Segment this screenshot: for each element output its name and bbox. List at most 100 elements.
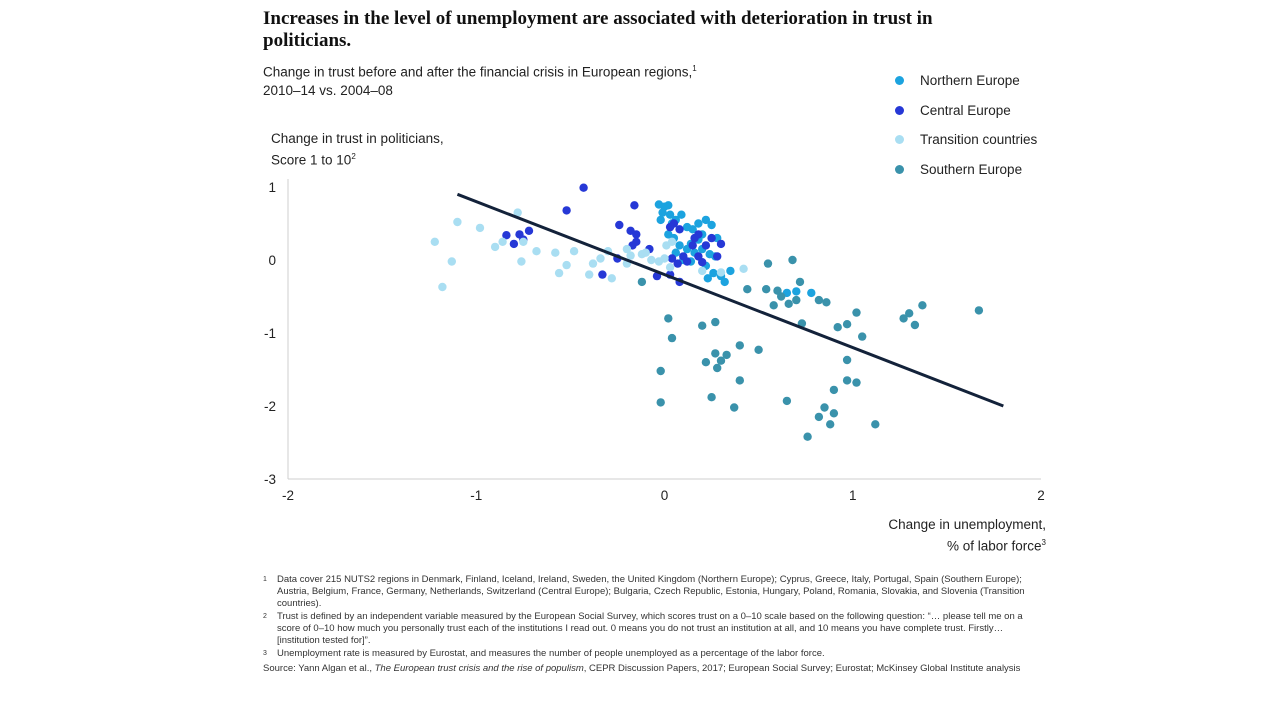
point-southern-europe [910, 320, 920, 330]
chart-subtitle: Change in trust before and after the fin… [263, 60, 697, 100]
subtitle-line-2: 2010–14 vs. 2004–08 [263, 82, 393, 98]
point-southern-europe [754, 345, 763, 354]
point-transition-countries [554, 268, 564, 278]
point-northern-europe [703, 274, 712, 283]
point-northern-europe [675, 241, 684, 250]
point-central-europe [675, 225, 684, 234]
point-southern-europe [814, 295, 824, 305]
point-central-europe [669, 219, 679, 228]
point-southern-europe [974, 306, 984, 315]
point-southern-europe [858, 332, 867, 341]
legend-label-central-europe: Central Europe [920, 102, 1011, 118]
footnote-number: 2 [263, 613, 267, 620]
point-central-europe [698, 258, 707, 267]
legend-item-central-europe: Central Europe [895, 96, 1037, 126]
point-northern-europe [664, 230, 673, 239]
point-northern-europe [664, 201, 673, 210]
point-transition-countries [716, 268, 726, 277]
axis-ticks: -2 -1 0 1 2 1 0 -1 -2 -3 [264, 180, 1045, 503]
point-southern-europe [769, 301, 778, 310]
point-southern-europe [820, 403, 829, 412]
point-transition-countries [453, 217, 462, 227]
point-central-europe [630, 201, 639, 210]
point-central-europe [701, 241, 711, 250]
footnote-text: Trust is defined by an independent varia… [277, 611, 1023, 646]
point-transition-countries [641, 248, 650, 257]
point-southern-europe [842, 355, 852, 365]
point-southern-europe [842, 320, 852, 329]
x-axis-label: Change in unemployment, % of labor force… [888, 516, 1046, 556]
point-transition-countries [667, 237, 677, 246]
point-central-europe [707, 233, 716, 243]
legend-swatch-central-europe [895, 105, 904, 115]
point-southern-europe [795, 277, 805, 287]
point-southern-europe [814, 412, 824, 422]
point-central-europe [598, 270, 607, 279]
legend-label-southern-europe: Southern Europe [920, 161, 1023, 177]
point-transition-countries [585, 270, 594, 279]
point-southern-europe [722, 350, 731, 360]
point-southern-europe [833, 323, 842, 332]
point-central-europe [509, 239, 519, 249]
point-southern-europe [698, 321, 707, 330]
legend-swatch-northern-europe [895, 76, 904, 86]
x-tick-label: -1 [470, 488, 482, 503]
y-axis-label: Change in trust in politicians, Score 1 … [271, 130, 444, 170]
point-southern-europe [730, 403, 739, 412]
x-tick-label: 1 [849, 488, 857, 503]
point-southern-europe [656, 398, 665, 407]
footnote-2: 2 Trust is defined by an independent var… [263, 611, 1043, 647]
x-axis-label-line-2: % of labor force [947, 538, 1042, 554]
point-northern-europe [656, 215, 665, 225]
point-transition-countries [475, 223, 485, 233]
legend-swatch-transition-countries [895, 135, 904, 145]
point-central-europe [632, 230, 641, 239]
footnote-1: 1 Data cover 215 NUTS2 regions in Denmar… [263, 574, 1043, 610]
point-transition-countries [607, 274, 616, 283]
point-central-europe [688, 241, 697, 250]
point-central-europe [615, 220, 624, 230]
y-tick-label: 1 [268, 180, 276, 195]
point-southern-europe [667, 333, 677, 343]
point-southern-europe [777, 292, 786, 301]
point-central-europe [682, 257, 692, 266]
y-tick-label: 0 [268, 253, 276, 268]
point-southern-europe [829, 409, 839, 418]
x-tick-label: 2 [1037, 488, 1045, 503]
point-southern-europe [701, 358, 711, 367]
point-transition-countries [517, 257, 526, 266]
source-prefix: Source: Yann Algan et al., [263, 663, 375, 674]
point-transition-countries [551, 248, 560, 257]
subtitle-line-1: Change in trust before and after the fin… [263, 64, 693, 80]
source-title: The European trust crisis and the rise o… [374, 663, 584, 674]
point-central-europe [673, 259, 682, 268]
point-northern-europe [792, 287, 801, 296]
point-northern-europe [694, 219, 703, 228]
y-tick-label: -2 [264, 399, 276, 414]
x-axis-footnote-marker: 3 [1041, 538, 1046, 547]
legend-item-northern-europe: Northern Europe [895, 66, 1037, 96]
chart-title: Increases in the level of unemployment a… [263, 8, 933, 51]
footnote-text: Unemployment rate is measured by Eurosta… [277, 648, 825, 659]
point-northern-europe [658, 208, 667, 217]
point-transition-countries [660, 254, 669, 263]
point-southern-europe [822, 298, 831, 307]
point-southern-europe [792, 295, 801, 305]
point-transition-countries [569, 247, 579, 256]
point-transition-countries [665, 263, 675, 272]
y-axis-label-line-1: Change in trust in politicians, [271, 131, 444, 146]
point-transition-countries [498, 237, 507, 246]
point-central-europe [562, 206, 571, 215]
subtitle-footnote-marker: 1 [692, 64, 697, 73]
legend-item-southern-europe: Southern Europe [895, 155, 1037, 185]
trend-line [456, 192, 1004, 408]
point-southern-europe [905, 309, 914, 318]
point-central-europe [502, 231, 511, 240]
point-central-europe [690, 233, 699, 243]
point-northern-europe [707, 220, 716, 230]
source-note: Source: Yann Algan et al., The European … [263, 663, 1043, 675]
point-central-europe [632, 237, 641, 246]
point-transition-countries [430, 237, 439, 246]
legend-label-northern-europe: Northern Europe [920, 73, 1020, 89]
